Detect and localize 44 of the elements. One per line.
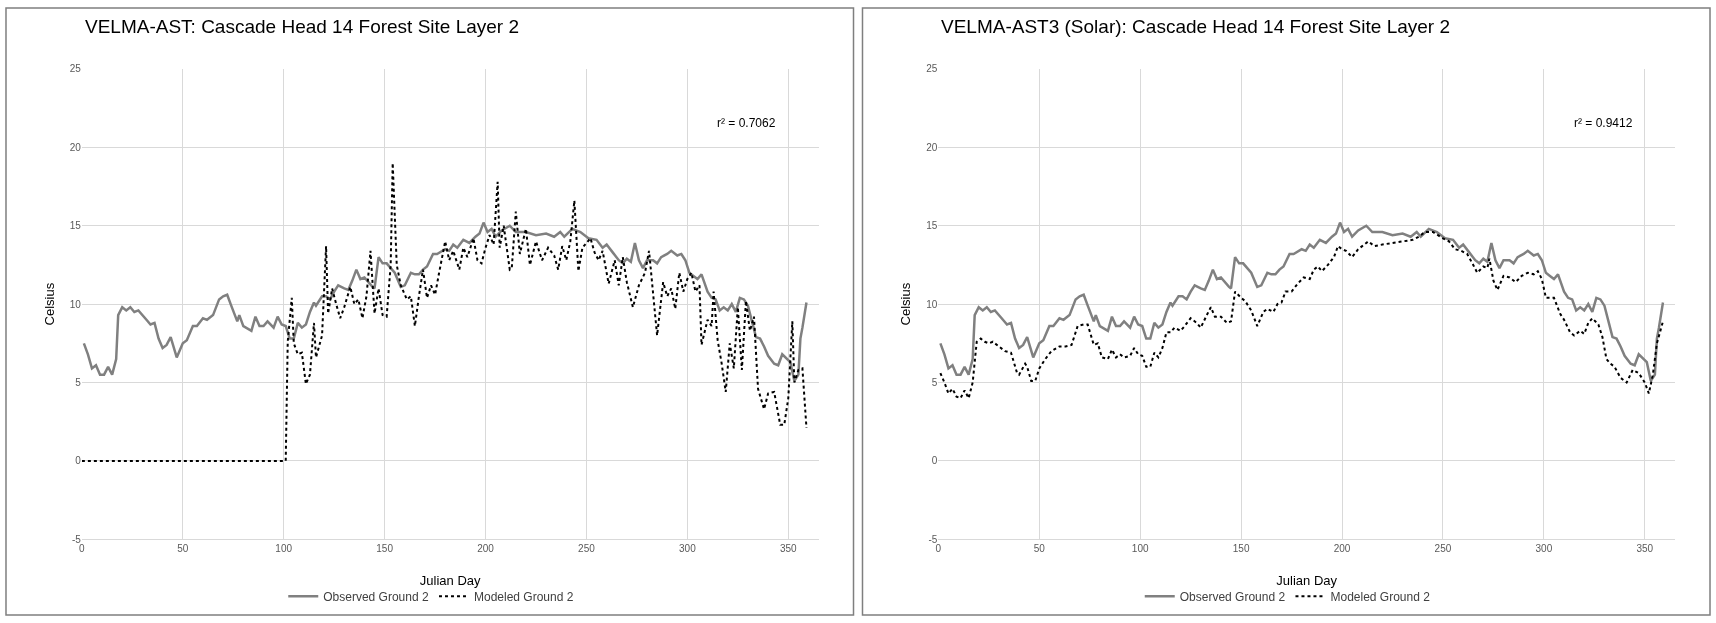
y-tick-label: 20: [69, 141, 82, 153]
legend-label: Modeled Ground 2: [473, 590, 574, 605]
line-series: [939, 221, 1665, 383]
y-tick-label: -5: [928, 533, 938, 545]
y-tick-label: -5: [71, 533, 82, 545]
y-tick-label: 0: [931, 455, 938, 467]
y-tick-label: 10: [926, 298, 938, 310]
x-tick-label: 150: [1232, 543, 1250, 555]
legend-label: Modeled Ground 2: [1330, 590, 1431, 605]
x-tick-label: 350: [1636, 543, 1654, 555]
annotation: r² = 0.9412: [1574, 116, 1633, 130]
x-tick-label: 50: [177, 543, 189, 555]
legend-label: Observed Ground 2: [1179, 590, 1286, 605]
y-tick-label: 25: [926, 63, 938, 75]
y-tick-label: 15: [69, 220, 82, 232]
y-tick-label: 5: [75, 377, 82, 389]
y-tick-label: 15: [926, 220, 938, 232]
x-tick-label: 250: [1434, 543, 1452, 555]
x-axis-title: Julian Day: [419, 572, 482, 588]
y-tick-label: 0: [75, 455, 82, 467]
line-series: [81, 162, 808, 462]
chart-title: VELMA-AST3 (Solar): Cascade Head 14 Forest Site Layer 2: [941, 16, 1451, 37]
line-series: [939, 231, 1664, 400]
x-axis-title: Julian Day: [1276, 572, 1338, 588]
x-tick-label: 300: [1535, 543, 1553, 555]
y-axis-title: Celsius: [898, 282, 914, 326]
x-tick-label: 300: [679, 543, 697, 555]
x-tick-label: 350: [779, 543, 798, 555]
chart-title: VELMA-AST: Cascade Head 14 Forest Site Layer 2: [85, 16, 520, 37]
annotation: r² = 0.7062: [717, 116, 776, 130]
x-tick-label: 100: [1131, 543, 1149, 555]
x-tick-label: 100: [275, 543, 293, 555]
y-tick-label: 25: [69, 63, 82, 75]
line-series: [82, 221, 808, 383]
x-tick-label: 50: [1033, 543, 1046, 555]
y-axis-title: Celsius: [41, 282, 57, 326]
x-tick-label: 250: [578, 543, 596, 555]
legend-label: Observed Ground 2: [323, 590, 429, 605]
y-tick-label: 5: [931, 377, 938, 389]
x-tick-label: 150: [376, 543, 394, 555]
x-tick-label: 200: [1333, 543, 1351, 555]
y-tick-label: 20: [926, 141, 938, 153]
y-tick-label: 10: [69, 298, 82, 310]
x-tick-label: 200: [477, 543, 495, 555]
